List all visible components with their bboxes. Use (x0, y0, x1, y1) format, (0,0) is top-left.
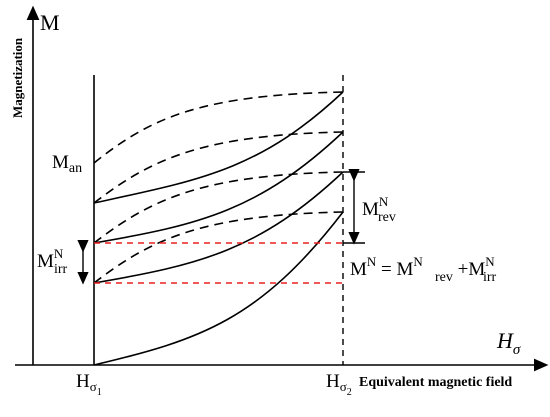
m-an-label: Man (52, 152, 82, 176)
magnetization-curve-4 (93, 211, 344, 366)
anhysteretic-curve-4 (93, 211, 344, 284)
y-axis-letter: M (40, 10, 60, 35)
m-irr-label: MN irr (37, 246, 68, 277)
anhysteretic-curve-3 (93, 171, 344, 244)
h-sigma-1-label: Hσ1 (76, 371, 102, 398)
magnetization-curve-1 (93, 91, 344, 204)
x-axis-symbol: Hσ (496, 328, 521, 358)
y-axis-title: Magnetization (10, 37, 25, 118)
h-sigma-2-label: Hσ2 (326, 371, 352, 398)
magnetization-curve-2 (93, 131, 344, 244)
magnetization-curve-3 (93, 171, 344, 284)
anhysteretic-curve-1 (93, 91, 344, 164)
anhysteretic-curve-2 (93, 131, 344, 204)
m-total-equation: MN = MNrev +MN irr (350, 254, 497, 285)
m-rev-label: MN rev (362, 194, 396, 225)
x-axis-title: Equivalent magnetic field (359, 375, 512, 390)
